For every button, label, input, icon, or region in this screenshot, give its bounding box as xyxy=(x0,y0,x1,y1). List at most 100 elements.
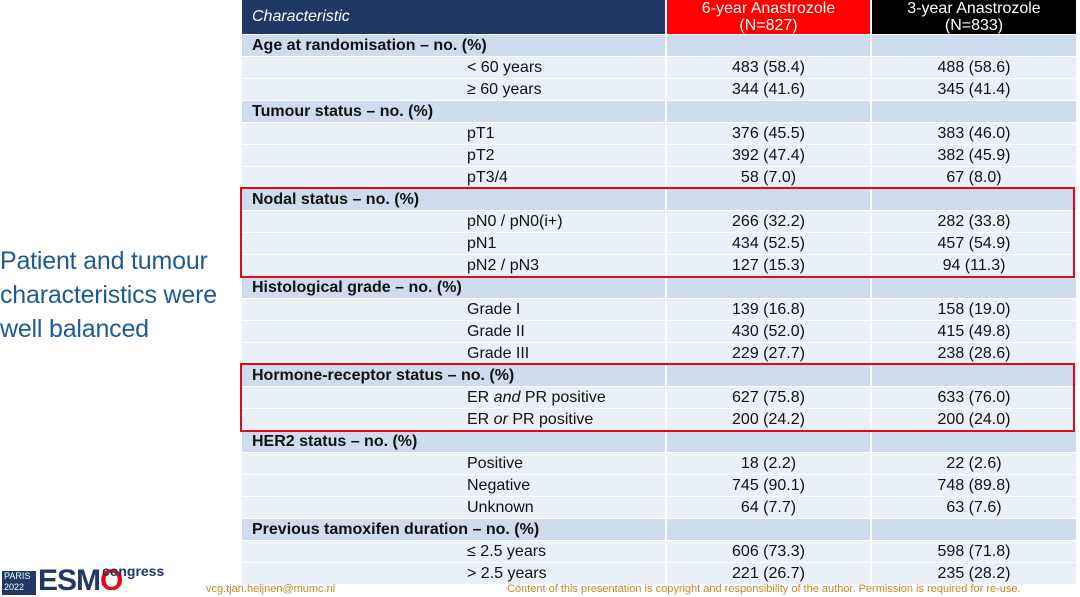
logo-city: PARIS xyxy=(4,571,31,581)
row-label-text: Grade II xyxy=(467,322,525,340)
section-title: Age at randomisation – no. (%) xyxy=(242,35,665,57)
row-blank xyxy=(242,57,425,79)
row-blank xyxy=(242,497,425,519)
section-blank-6yr xyxy=(665,35,870,57)
row-label: ≥ 60 years xyxy=(425,79,665,101)
section-header-row: Nodal status – no. (%) xyxy=(242,189,1076,211)
section-blank-3yr xyxy=(870,189,1076,211)
value-3-year: 158 (19.0) xyxy=(870,299,1076,321)
value-6-year: 18 (2.2) xyxy=(665,453,870,475)
copyright-notice: Content of this presentation is copyrigh… xyxy=(507,583,1021,595)
paris-2022-badge: PARIS 2022 xyxy=(2,571,36,595)
value-6-year: 200 (24.2) xyxy=(665,409,870,431)
hormone-receptor-highlight-box xyxy=(240,363,1075,432)
row-blank xyxy=(242,299,425,321)
row-label-text: ≤ 2.5 years xyxy=(467,542,547,560)
section-header-row: Previous tamoxifen duration – no. (%) xyxy=(242,519,1076,541)
section-blank-3yr xyxy=(870,35,1076,57)
table-row: Positive 18 (2.2) 22 (2.6) xyxy=(242,453,1076,475)
row-label-text: Grade III xyxy=(467,344,530,362)
section-blank-6yr xyxy=(665,277,870,299)
table-row: Negative 745 (90.1) 748 (89.8) xyxy=(242,475,1076,497)
table-row: ≥ 60 years 344 (41.6) 345 (41.4) xyxy=(242,79,1076,101)
table-row: ER and PR positive 627 (75.8) 633 (76.0) xyxy=(242,387,1076,409)
header-6-year-title: 6-year Anastrozole xyxy=(701,0,836,17)
value-6-year: 64 (7.7) xyxy=(665,497,870,519)
row-blank xyxy=(242,167,425,189)
value-6-year: 392 (47.4) xyxy=(665,145,870,167)
esmo-wordmark: ESMO xyxy=(38,564,123,597)
section-header-row: Tumour status – no. (%) xyxy=(242,101,1076,123)
value-6-year: 376 (45.5) xyxy=(665,123,870,145)
esmo-o-letter: O xyxy=(100,564,123,597)
value-6-year: 139 (16.8) xyxy=(665,299,870,321)
value-6-year: 434 (52.5) xyxy=(665,233,870,255)
header-3-year-n: (N=833) xyxy=(944,17,1004,34)
row-label-pre: ER xyxy=(467,410,494,428)
table-row: ≤ 2.5 years 606 (73.3) 598 (71.8) xyxy=(242,541,1076,563)
side-caption: Patient and tumour characteristics were … xyxy=(0,244,225,346)
section-title: Previous tamoxifen duration – no. (%) xyxy=(242,519,665,541)
header-3-year-title: 3-year Anastrozole xyxy=(907,0,1041,17)
value-6-year: 745 (90.1) xyxy=(665,475,870,497)
row-blank xyxy=(242,321,425,343)
side-caption-line: characteristics were xyxy=(0,281,217,309)
logo-year: 2022 xyxy=(4,582,25,592)
row-label: Unknown xyxy=(425,497,665,519)
section-title: Hormone-receptor status – no. (%) xyxy=(242,365,665,387)
header-characteristic: Characteristic xyxy=(242,0,665,35)
section-header-row: Hormone-receptor status – no. (%) xyxy=(242,365,1076,387)
row-label-text: Unknown xyxy=(467,498,534,516)
value-3-year: 345 (41.4) xyxy=(870,79,1076,101)
value-6-year: 221 (26.7) xyxy=(665,563,870,585)
section-blank-3yr xyxy=(870,277,1076,299)
value-6-year: 606 (73.3) xyxy=(665,541,870,563)
row-label-text: pT2 xyxy=(467,146,495,164)
row-label: < 60 years xyxy=(425,57,665,79)
row-blank xyxy=(242,541,425,563)
section-blank-3yr xyxy=(870,101,1076,123)
row-label: Grade I xyxy=(425,299,665,321)
table-row: pN0 / pN0(i+) 266 (32.2) 282 (33.8) xyxy=(242,211,1076,233)
value-3-year: 22 (2.6) xyxy=(870,453,1076,475)
section-blank-6yr xyxy=(665,189,870,211)
table-row: pT2 392 (47.4) 382 (45.9) xyxy=(242,145,1076,167)
row-label-text: pT1 xyxy=(467,124,495,142)
value-3-year: 200 (24.0) xyxy=(870,409,1076,431)
row-label-emphasis: or xyxy=(493,410,508,428)
section-title: Nodal status – no. (%) xyxy=(242,189,665,211)
row-label-text: pN1 xyxy=(467,234,497,252)
table-header-row: Characteristic 6-year Anastrozole (N=827… xyxy=(242,0,1076,35)
esmo-congress-logo: PARIS 2022 ESMO congress xyxy=(2,563,164,597)
row-label: ER and PR positive xyxy=(425,387,665,409)
section-header-row: Histological grade – no. (%) xyxy=(242,277,1076,299)
value-6-year: 58 (7.0) xyxy=(665,167,870,189)
row-blank xyxy=(242,563,425,585)
value-3-year: 457 (54.9) xyxy=(870,233,1076,255)
esmo-letters: ESM xyxy=(38,564,101,597)
row-label-text: ≥ 60 years xyxy=(467,80,542,98)
nodal-status-highlight-box xyxy=(240,187,1075,278)
row-label: ≤ 2.5 years xyxy=(425,541,665,563)
table-row: pN1 434 (52.5) 457 (54.9) xyxy=(242,233,1076,255)
row-label-emphasis: and xyxy=(493,388,521,406)
value-6-year: 483 (58.4) xyxy=(665,57,870,79)
section-blank-3yr xyxy=(870,519,1076,541)
value-6-year: 344 (41.6) xyxy=(665,79,870,101)
row-blank xyxy=(242,123,425,145)
table-row: pT3/4 58 (7.0) 67 (8.0) xyxy=(242,167,1076,189)
author-email: vcg.tjan.heijnen@mumc.nl xyxy=(206,583,336,595)
row-label: Grade III xyxy=(425,343,665,365)
row-label-text: Positive xyxy=(467,454,524,472)
row-label: pT3/4 xyxy=(425,167,665,189)
header-3-year: 3-year Anastrozole (N=833) xyxy=(870,0,1076,35)
value-3-year: 383 (46.0) xyxy=(870,123,1076,145)
row-label: pT2 xyxy=(425,145,665,167)
table-row: Unknown 64 (7.7) 63 (7.6) xyxy=(242,497,1076,519)
row-label-text: < 60 years xyxy=(467,58,543,76)
row-label-text: pN0 / pN0(i+) xyxy=(467,212,563,230)
row-label: > 2.5 years xyxy=(425,563,665,585)
table-row: > 2.5 years 221 (26.7) 235 (28.2) xyxy=(242,563,1076,585)
row-label-text: Negative xyxy=(467,476,531,494)
table-row: ER or PR positive 200 (24.2) 200 (24.0) xyxy=(242,409,1076,431)
